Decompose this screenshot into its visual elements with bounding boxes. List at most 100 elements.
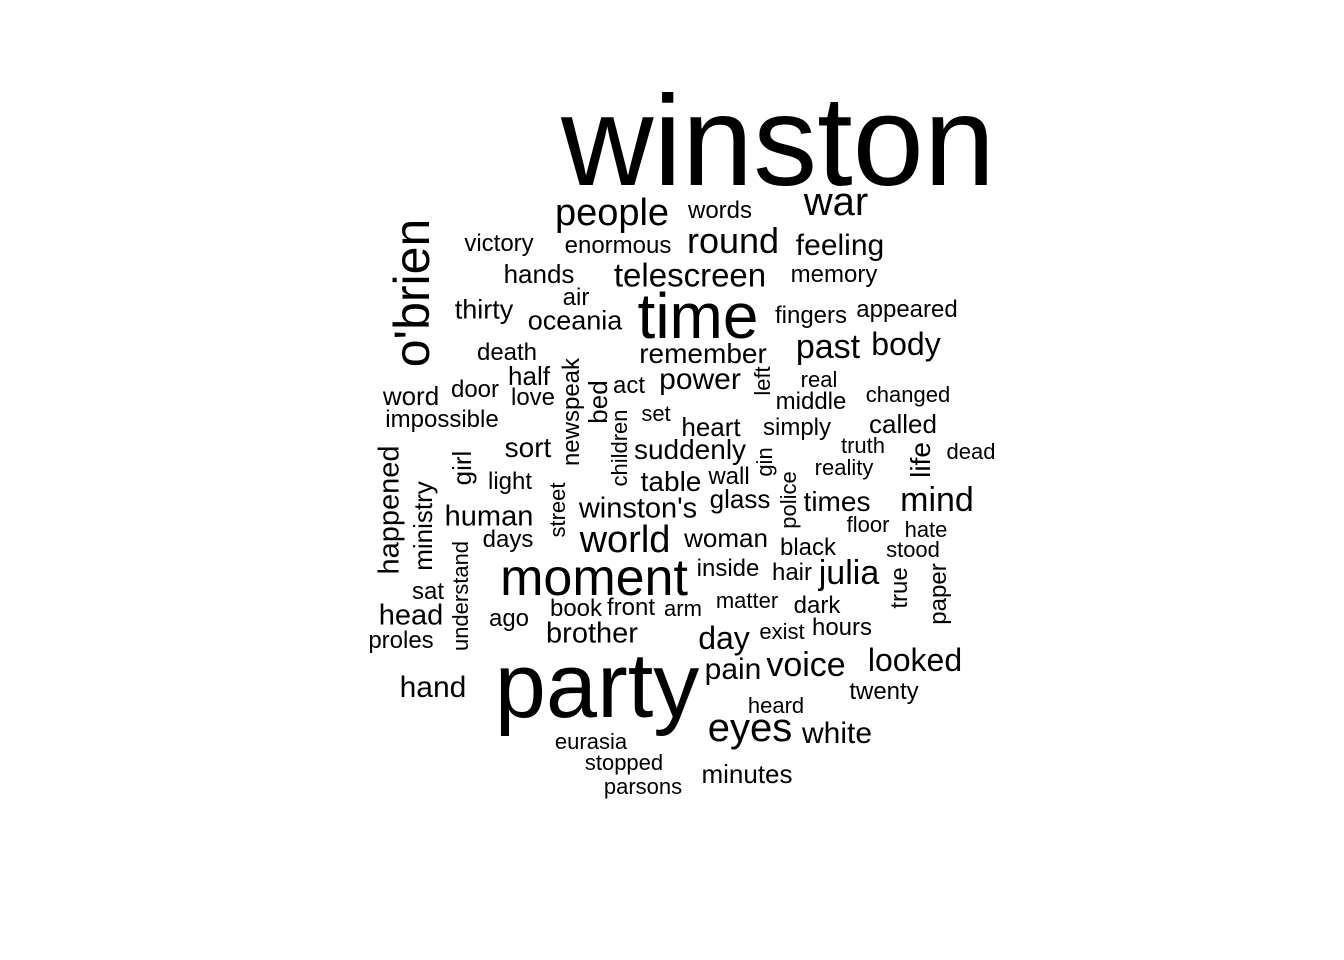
word: brother <box>546 617 638 650</box>
word: love <box>510 384 556 411</box>
word: white <box>801 717 873 750</box>
word: half <box>508 361 550 391</box>
word: twenty <box>849 678 919 705</box>
word: fingers <box>774 302 848 329</box>
word: real <box>800 367 838 392</box>
word: eurasia <box>554 729 628 754</box>
word: power <box>659 363 741 396</box>
word: air <box>562 284 590 311</box>
word: stopped <box>584 750 664 775</box>
word: feeling <box>795 229 885 262</box>
word: light <box>487 468 533 495</box>
word: party <box>494 635 700 737</box>
word: stood <box>886 537 940 562</box>
word: front <box>606 594 656 621</box>
word: hate <box>904 517 948 542</box>
word: called <box>869 409 937 439</box>
word: set <box>641 401 671 426</box>
word: round <box>686 220 780 261</box>
word: suddenly <box>633 434 747 465</box>
word: girl <box>447 450 477 486</box>
word: telescreen <box>613 256 767 294</box>
word: changed <box>865 382 951 407</box>
word: winston's <box>578 492 698 525</box>
word: enormous <box>564 232 672 259</box>
word: past <box>795 328 861 366</box>
word: head <box>378 599 444 632</box>
word: police <box>776 471 801 529</box>
word: day <box>698 620 750 656</box>
word: winston <box>561 70 995 213</box>
word: act <box>612 372 646 399</box>
word: days <box>482 526 534 553</box>
word: left <box>750 366 775 396</box>
word: life <box>905 442 936 478</box>
word: woman <box>684 523 768 553</box>
word: heart <box>681 412 741 442</box>
word: appeared <box>856 296 958 323</box>
word: door <box>450 376 500 403</box>
word: hair <box>771 559 813 586</box>
word: dead <box>946 439 996 464</box>
word: sat <box>411 578 445 605</box>
word: street <box>545 482 570 538</box>
word: reality <box>814 455 874 480</box>
word: sort <box>504 432 552 463</box>
word: voice <box>766 646 846 684</box>
word: pain <box>704 653 762 686</box>
word: simply <box>762 414 832 441</box>
word: children <box>607 409 632 487</box>
word: proles <box>368 627 434 654</box>
word: floor <box>846 512 890 537</box>
word: o'brien <box>384 218 440 368</box>
word: gin <box>752 447 777 477</box>
word: hands <box>503 259 575 289</box>
word: glass <box>709 484 771 514</box>
word: happened <box>373 445 406 575</box>
word: body <box>871 326 941 362</box>
word: oceania <box>527 305 623 336</box>
word: hours <box>811 614 873 641</box>
word: julia <box>818 554 880 592</box>
word: remember <box>639 338 767 369</box>
word: table <box>640 466 702 497</box>
word: impossible <box>385 406 499 433</box>
word: hand <box>399 671 467 704</box>
word: looked <box>867 642 963 678</box>
word: victory <box>464 230 534 257</box>
word: words <box>687 197 753 224</box>
word: times <box>803 486 871 517</box>
word: moment <box>500 549 688 607</box>
word: inside <box>696 555 760 582</box>
word: arm <box>664 596 702 621</box>
word: understand <box>448 540 473 652</box>
word: black <box>779 534 837 561</box>
word: paper <box>925 563 952 625</box>
word: word <box>382 381 440 411</box>
word: people <box>554 192 670 234</box>
word: time <box>637 280 759 352</box>
word: heard <box>747 693 805 718</box>
word: eyes <box>707 706 793 750</box>
word: exist <box>759 619 805 644</box>
word: true <box>886 567 913 609</box>
word: ministry <box>408 481 438 571</box>
word: thirty <box>454 294 514 325</box>
word: world <box>579 519 671 561</box>
word: parsons <box>603 774 683 799</box>
word: mind <box>900 481 974 519</box>
word: newspeak <box>558 357 585 467</box>
word: memory <box>790 261 878 288</box>
word: minutes <box>701 759 793 789</box>
word: death <box>476 339 538 366</box>
word: human <box>444 500 534 533</box>
word: matter <box>715 588 779 613</box>
word: wall <box>708 463 750 490</box>
word: ago <box>488 605 530 632</box>
word: dark <box>793 592 841 619</box>
word: truth <box>840 433 886 458</box>
word: book <box>549 595 603 622</box>
word: war <box>803 180 869 224</box>
word: middle <box>775 388 847 415</box>
